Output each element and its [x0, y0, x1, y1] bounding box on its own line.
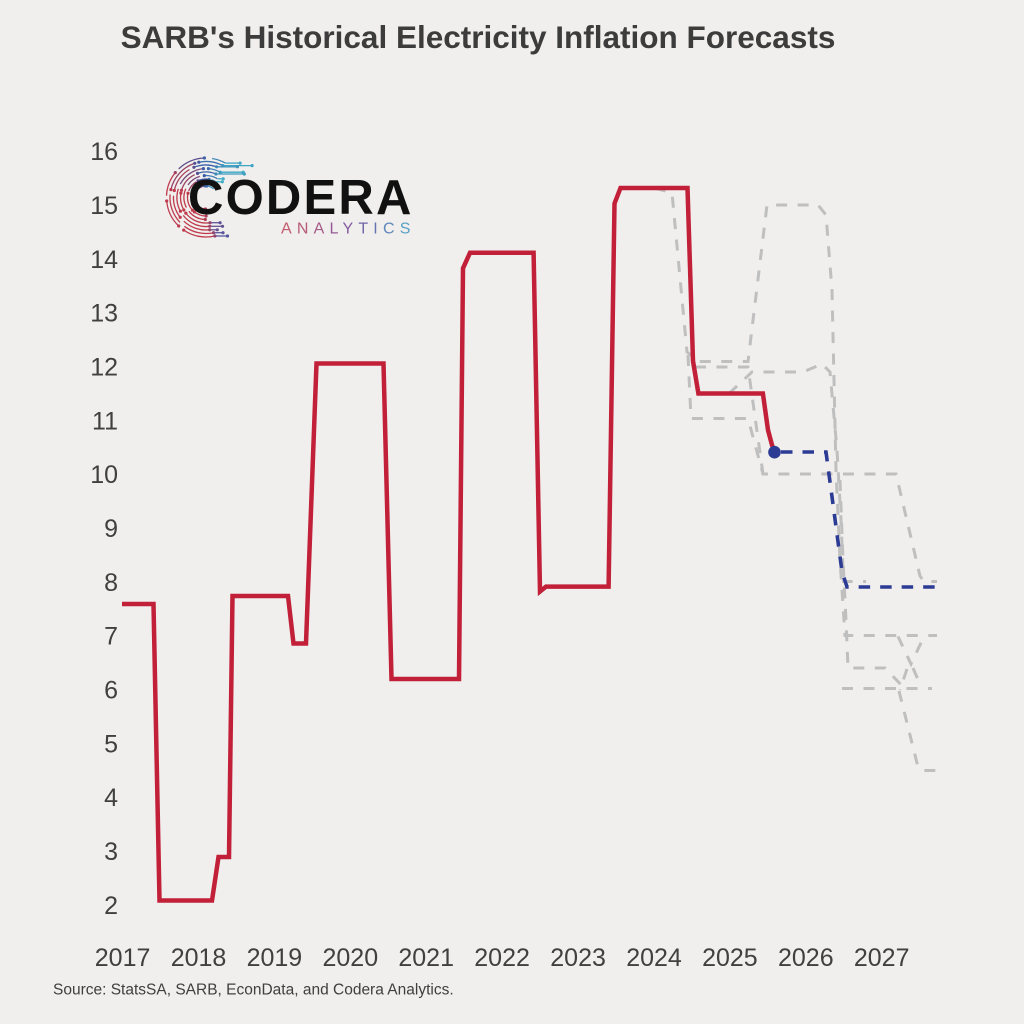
svg-text:15: 15 — [90, 192, 118, 220]
svg-text:7: 7 — [104, 623, 118, 651]
svg-text:Source: StatsSA, SARB, EconDat: Source: StatsSA, SARB, EconData, and Cod… — [53, 982, 454, 999]
svg-text:ANALYTICS: ANALYTICS — [281, 221, 416, 238]
svg-text:2024: 2024 — [626, 944, 682, 972]
svg-text:2027: 2027 — [854, 944, 910, 972]
svg-text:13: 13 — [90, 300, 118, 328]
svg-text:2019: 2019 — [247, 944, 303, 972]
svg-text:10: 10 — [90, 461, 118, 489]
svg-text:9: 9 — [104, 515, 118, 543]
svg-text:2021: 2021 — [398, 944, 454, 972]
svg-text:2023: 2023 — [550, 944, 606, 972]
svg-text:2025: 2025 — [702, 944, 758, 972]
svg-text:12: 12 — [90, 353, 118, 381]
svg-text:2020: 2020 — [322, 944, 378, 972]
svg-text:2018: 2018 — [171, 944, 227, 972]
svg-text:SARB's Historical Electricity: SARB's Historical Electricity Inflation … — [121, 19, 836, 55]
svg-text:3: 3 — [104, 838, 118, 866]
svg-text:CODERA: CODERA — [188, 171, 414, 225]
svg-text:2026: 2026 — [778, 944, 834, 972]
svg-text:2: 2 — [104, 892, 118, 920]
svg-text:11: 11 — [92, 407, 118, 435]
svg-text:16: 16 — [90, 138, 118, 166]
svg-text:8: 8 — [104, 569, 118, 597]
svg-text:4: 4 — [104, 784, 118, 812]
svg-text:14: 14 — [90, 246, 118, 274]
svg-text:2022: 2022 — [474, 944, 530, 972]
svg-text:5: 5 — [104, 730, 118, 758]
svg-text:6: 6 — [104, 676, 118, 704]
svg-text:2017: 2017 — [95, 944, 151, 972]
